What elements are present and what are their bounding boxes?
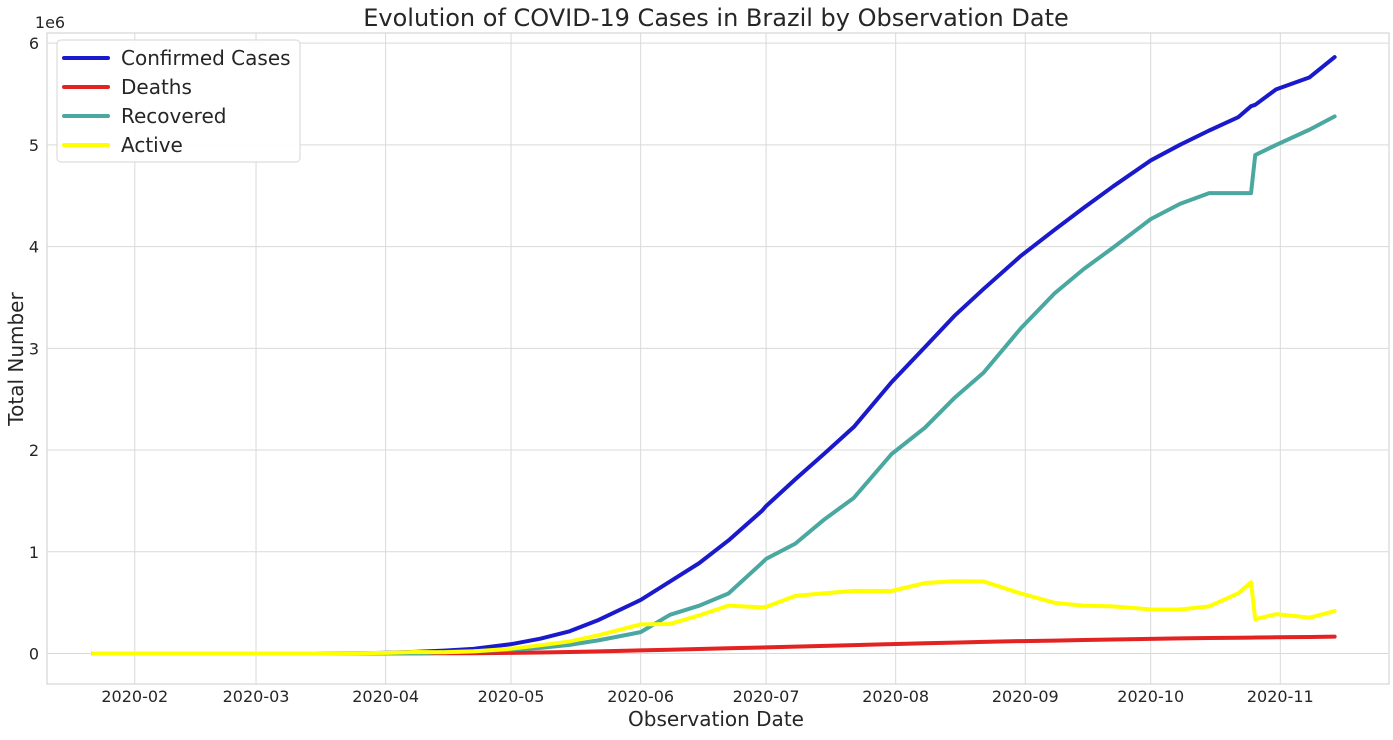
- legend-label: Deaths: [121, 75, 192, 99]
- series-lines: [90, 55, 1337, 656]
- x-tick-label: 2020-03: [223, 687, 290, 706]
- x-tick-label: 2020-04: [352, 687, 419, 706]
- chart-title: Evolution of COVID-19 Cases in Brazil by…: [363, 4, 1069, 32]
- legend-label: Active: [121, 133, 183, 157]
- y-tick-label: 4: [29, 238, 39, 257]
- y-offset-label: 1e6: [35, 13, 65, 32]
- x-tick-label: 2020-08: [862, 687, 929, 706]
- legend-items: Confirmed Cases Deaths Recovered Active: [62, 46, 291, 157]
- y-tick-label: 2: [29, 441, 39, 460]
- x-tick-label: 2020-09: [992, 687, 1059, 706]
- x-axis-ticks: 2020-02 2020-03 2020-04 2020-05 2020-06 2020-…: [101, 687, 1313, 706]
- y-axis-ticks: 0 1 2 3 4 5 6: [29, 34, 39, 663]
- x-tick-label: 2020-02: [101, 687, 168, 706]
- y-axis-label: Total Number: [4, 292, 28, 427]
- x-axis-label: Observation Date: [628, 707, 804, 731]
- x-tick-label: 2020-05: [478, 687, 545, 706]
- x-tick-label: 2020-10: [1117, 687, 1184, 706]
- x-tick-label: 2020-07: [733, 687, 800, 706]
- legend-label: Recovered: [121, 104, 226, 128]
- x-tick-label: 2020-06: [607, 687, 674, 706]
- y-tick-label: 1: [29, 543, 39, 562]
- y-tick-label: 6: [29, 34, 39, 53]
- y-tick-label: 0: [29, 644, 39, 663]
- x-tick-label: 2020-11: [1247, 687, 1314, 706]
- legend: Confirmed Cases Deaths Recovered Active: [56, 39, 301, 163]
- legend-label: Confirmed Cases: [121, 46, 291, 70]
- y-tick-label: 5: [29, 136, 39, 155]
- series-line-active: [90, 579, 1337, 656]
- y-tick-label: 3: [29, 339, 39, 358]
- legend-box: [56, 39, 301, 163]
